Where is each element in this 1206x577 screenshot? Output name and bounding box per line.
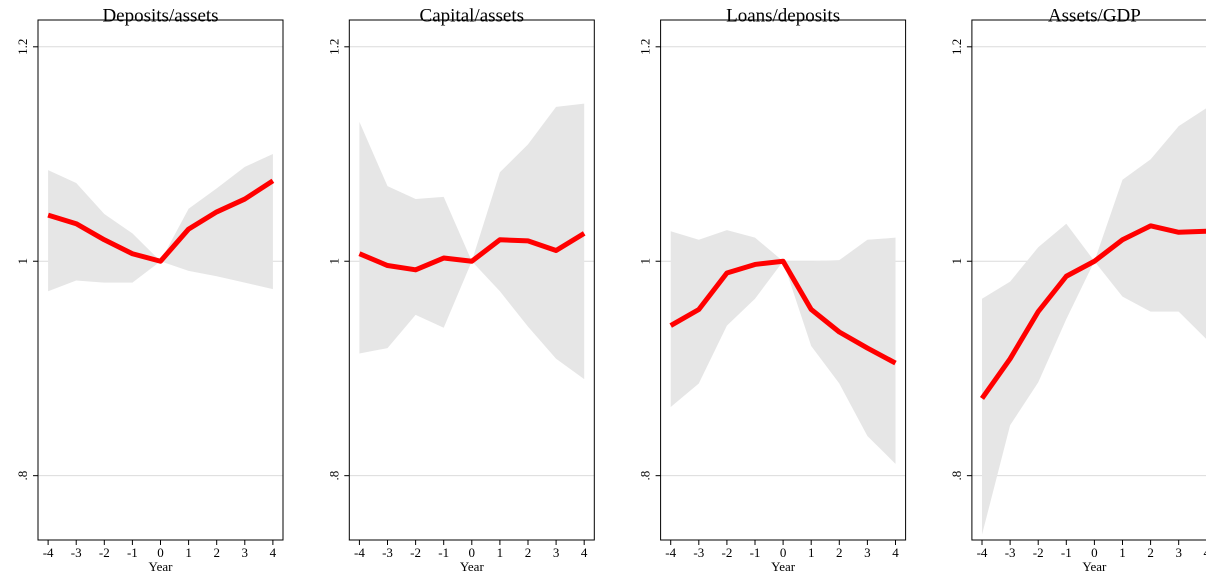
series-line xyxy=(979,223,1206,400)
x-axis-label: Year xyxy=(149,559,174,574)
y-tick-label: 1.2 xyxy=(15,39,30,55)
x-tick-label: -3 xyxy=(1005,545,1016,560)
confidence-band xyxy=(48,154,273,292)
series-line xyxy=(358,231,586,273)
x-tick-label: 4 xyxy=(892,545,899,560)
y-tick-label: .8 xyxy=(326,471,341,481)
panel-title: Capital/assets xyxy=(420,5,524,26)
x-tick-label: 1 xyxy=(808,545,815,560)
x-axis-label: Year xyxy=(460,559,485,574)
x-tick-label: 0 xyxy=(1091,545,1098,560)
x-tick-label: -1 xyxy=(750,545,761,560)
x-tick-label: 2 xyxy=(1147,545,1154,560)
x-tick-label: 3 xyxy=(1175,545,1182,560)
y-tick-label: .8 xyxy=(15,471,30,481)
panel-title: Loans/deposits xyxy=(726,5,840,26)
confidence-band xyxy=(670,230,896,464)
y-tick-label: 1 xyxy=(638,258,653,265)
x-tick-label: 4 xyxy=(270,545,277,560)
x-tick-label: -1 xyxy=(1061,545,1072,560)
confidence-band xyxy=(982,108,1206,535)
confidence-band xyxy=(359,103,585,380)
x-tick-label: -1 xyxy=(438,545,449,560)
x-tick-label: 4 xyxy=(1204,545,1206,560)
x-tick-label: -4 xyxy=(354,545,365,560)
y-tick-label: 1.2 xyxy=(638,39,653,55)
x-tick-label: 1 xyxy=(1119,545,1126,560)
x-axis-label: Year xyxy=(771,559,796,574)
x-tick-label: 2 xyxy=(525,545,532,560)
panel-title: Assets/GDP xyxy=(1048,5,1141,26)
x-tick-label: -2 xyxy=(99,545,110,560)
x-tick-label: -3 xyxy=(71,545,82,560)
x-tick-label: -2 xyxy=(721,545,732,560)
series-line xyxy=(669,258,897,366)
x-tick-label: 2 xyxy=(213,545,220,560)
y-tick-label: 1 xyxy=(326,258,341,265)
x-tick-label: 3 xyxy=(553,545,560,560)
x-tick-label: -3 xyxy=(693,545,704,560)
y-tick-label: 1.2 xyxy=(326,39,341,55)
y-tick-label: .8 xyxy=(949,471,964,481)
x-tick-label: 0 xyxy=(780,545,787,560)
x-tick-label: 3 xyxy=(864,545,871,560)
x-tick-label: 0 xyxy=(157,545,164,560)
x-tick-label: 0 xyxy=(469,545,476,560)
y-tick-label: 1 xyxy=(15,258,30,265)
x-tick-label: 4 xyxy=(581,545,588,560)
x-axis-label: Year xyxy=(1082,559,1107,574)
y-tick-label: .8 xyxy=(638,471,653,481)
panel-title: Deposits/assets xyxy=(102,5,218,26)
series-line xyxy=(47,178,275,264)
y-tick-label: 1.2 xyxy=(949,39,964,55)
x-tick-label: 1 xyxy=(185,545,192,560)
x-tick-label: -4 xyxy=(977,545,988,560)
x-tick-label: -1 xyxy=(127,545,138,560)
x-tick-label: -3 xyxy=(382,545,393,560)
x-tick-label: -4 xyxy=(43,545,54,560)
x-tick-label: -2 xyxy=(1033,545,1044,560)
x-tick-label: 2 xyxy=(836,545,843,560)
y-tick-label: 1 xyxy=(949,258,964,265)
x-tick-label: -4 xyxy=(665,545,676,560)
x-tick-label: 1 xyxy=(497,545,504,560)
x-tick-label: 3 xyxy=(242,545,249,560)
x-tick-label: -2 xyxy=(410,545,421,560)
